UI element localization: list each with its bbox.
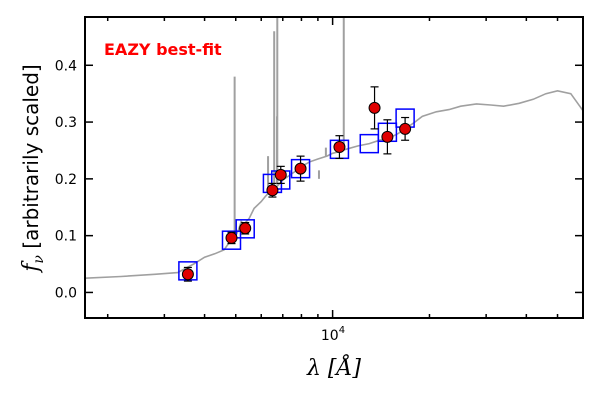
y-tick-label: 0.1	[55, 229, 77, 245]
observed-photometry-point	[333, 141, 346, 154]
plot-area-background	[85, 17, 583, 318]
chart-marks	[84, 17, 584, 282]
observed-photometry-point	[181, 268, 194, 281]
y-axis-label-nu: ν	[31, 255, 47, 264]
y-tick-label: 0.4	[55, 58, 77, 74]
y-axis-label-rest: [arbitrarily scaled]	[19, 64, 43, 255]
y-tick-label: 0.2	[55, 172, 77, 188]
observed-photometry-point	[381, 130, 394, 143]
observed-photometry-point	[294, 162, 307, 175]
x-tick-label: 104	[321, 325, 345, 344]
annotation-text: EAZY best-fit	[104, 40, 222, 59]
y-tick-label: 0.3	[55, 115, 77, 131]
model-photometry-square	[235, 219, 255, 239]
x-axis-label: λ [Å]	[306, 353, 361, 381]
observed-photometry-point	[399, 122, 412, 135]
x-tick-label-base: 10	[321, 328, 339, 344]
axis-ticks: 0.0 0.1 0.2 0.3 0.4	[55, 17, 584, 318]
plot-frame	[84, 16, 584, 319]
model-photometry-square	[221, 230, 242, 250]
observed-photometry-point	[225, 231, 238, 244]
observed-photometry-point	[368, 101, 381, 114]
observed-photometry-point	[266, 184, 279, 197]
observed-photometry-point	[239, 222, 252, 235]
x-tick-label-exp: 4	[339, 325, 345, 336]
y-axis-label: fν [arbitrarily scaled]	[19, 64, 47, 273]
observed-photometry-point	[274, 168, 287, 181]
model-photometry-square	[359, 133, 380, 154]
y-tick-label: 0.0	[55, 285, 77, 301]
